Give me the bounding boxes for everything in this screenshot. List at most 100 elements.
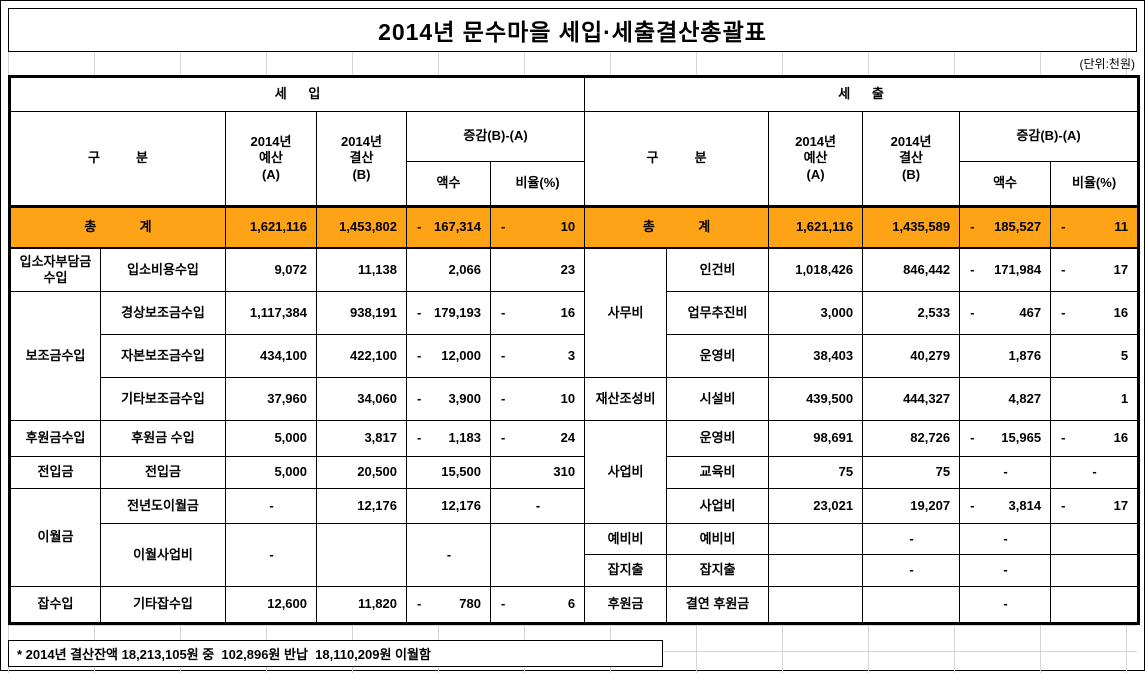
expense-item-cell: 예비비 <box>666 523 770 555</box>
ratio-cell: 5 <box>1050 334 1140 378</box>
table-row: 기타보조금수입 37,960 34,060 -3,900 -10 재산조성비 시… <box>10 377 1140 421</box>
expense-amount-header: 액수 <box>959 161 1052 207</box>
expense-group-cell: 사무비 <box>584 247 668 378</box>
settlement-cell: 938,191 <box>316 291 407 335</box>
budget-cell: 5,000 <box>225 456 317 489</box>
expense-change-header: 증감(B)-(A) <box>959 111 1140 162</box>
revenue-item-cell: 자본보조금수입 <box>100 334 226 378</box>
settlement-cell: 11,820 <box>316 586 407 624</box>
revenue-settlement-header: 2014년 결산 (B) <box>316 111 407 207</box>
revenue-group-cell: 이월금 <box>9 488 101 587</box>
table-row: 보조금수입 경상보조금수입 1,117,384 938,191 -179,193… <box>9 291 1140 421</box>
settlement-cell <box>316 523 407 587</box>
revenue-total-amount: -167,314 <box>406 205 491 249</box>
expense-item-cell: 인건비 <box>666 247 770 292</box>
ratio-cell: - <box>489 488 586 524</box>
unit-note: (단위:천원) <box>1079 57 1136 71</box>
table-row: 전입금 전입금 5,000 20,500 15,500 310 교육비 75 7… <box>9 456 1140 489</box>
section-header-row: 세 입 세 출 <box>8 76 1140 112</box>
expense-item-cell: 업무추진비 <box>666 291 770 335</box>
budget-cell <box>768 554 864 587</box>
expense-group-cell: 예비비 <box>584 523 668 555</box>
ratio-cell: -16 <box>1050 291 1140 335</box>
bottom-strip: * 2014년 결산잔액 18,213,105원 중 102,896원 반납 1… <box>8 625 1137 673</box>
expense-group-cell: 사업비 <box>584 420 668 524</box>
settlement-cell: - <box>862 554 961 587</box>
expense-budget-header: 2014년 예산 (A) <box>768 111 864 207</box>
revenue-section-header: 세 입 <box>8 76 586 112</box>
amount-cell: -467 <box>959 291 1052 335</box>
settlement-cell: 40,279 <box>862 334 961 378</box>
expense-group-cell: 잡지출 <box>584 554 668 587</box>
budget-cell: 439,500 <box>768 377 864 421</box>
settlement-cell: 444,327 <box>862 377 961 421</box>
expense-group-cell: 후원금 <box>584 586 668 624</box>
amount-cell: -12,000 <box>406 334 491 378</box>
amount-cell: - <box>959 554 1052 587</box>
expense-item-cell: 시설비 <box>666 377 770 421</box>
revenue-change-header: 증감(B)-(A) <box>405 111 586 162</box>
budget-cell <box>768 586 864 624</box>
budget-cell: 75 <box>768 456 864 489</box>
amount-cell: 12,176 <box>406 488 491 524</box>
revenue-total-settlement: 1,453,802 <box>316 205 407 249</box>
revenue-item-cell: 전입금 <box>100 456 226 489</box>
ratio-cell <box>489 523 586 587</box>
budget-cell: 98,691 <box>768 420 864 457</box>
amount-cell: -780 <box>406 586 491 624</box>
amount-cell: -15,965 <box>959 420 1052 457</box>
amount-cell: - <box>959 523 1052 555</box>
amount-cell: -171,984 <box>959 247 1052 292</box>
revenue-group-cell: 입소자부담금 수입 <box>9 247 101 292</box>
ratio-cell <box>1050 554 1140 587</box>
table-row: 이월금 전년도이월금 - 12,176 12,176 - 사업비 23,021 … <box>9 488 1140 587</box>
expense-total-settlement: 1,435,589 <box>862 205 961 249</box>
ratio-cell <box>1050 523 1140 555</box>
title-box: 2014년 문수마을 세입·세출결산총괄표 <box>8 8 1137 52</box>
revenue-item-cell: 경상보조금수입 <box>100 291 226 335</box>
amount-cell: -3,900 <box>406 377 491 421</box>
settlement-table: 세 입 세 출 구 분 2014년 예산 (A) 2014년 결산 (B) 증감… <box>8 75 1141 625</box>
revenue-item-cell: 기타보조금수입 <box>100 377 226 421</box>
expense-item-cell: 교육비 <box>666 456 770 489</box>
table-row: 잡수입 기타잡수입 12,600 11,820 -780 -6 후원금 결연 후… <box>9 586 1140 624</box>
settlement-cell: 19,207 <box>862 488 961 524</box>
revenue-ratio-header: 비율(%) <box>489 161 586 207</box>
revenue-total-label: 총 계 <box>9 205 226 249</box>
revenue-item-cell: 입소비용수입 <box>100 247 226 292</box>
amount-cell: -3,814 <box>959 488 1052 524</box>
expense-settlement-header: 2014년 결산 (B) <box>862 111 961 207</box>
expense-total-label: 총 계 <box>584 205 770 249</box>
expense-ratio-header: 비율(%) <box>1050 161 1140 207</box>
ratio-cell: -24 <box>489 420 586 457</box>
budget-cell: 3,000 <box>768 291 864 335</box>
ratio-cell <box>1050 586 1140 624</box>
footnote: * 2014년 결산잔액 18,213,105원 중 102,896원 반납 1… <box>17 647 431 662</box>
expense-group-cell: 재산조성비 <box>584 377 668 421</box>
budget-cell <box>768 523 864 555</box>
revenue-amount-header: 액수 <box>406 161 491 207</box>
ratio-cell: -16 <box>1050 420 1140 457</box>
table-row: 이월사업비 - - 예비비 예비비 - - <box>10 523 1140 587</box>
budget-cell: - <box>225 488 317 524</box>
settlement-cell: 82,726 <box>862 420 961 457</box>
expense-item-cell: 운영비 <box>666 420 770 457</box>
budget-cell: 5,000 <box>225 420 317 457</box>
expense-section-header: 세 출 <box>584 76 1140 112</box>
footnote-box: * 2014년 결산잔액 18,213,105원 중 102,896원 반납 1… <box>8 640 663 667</box>
revenue-budget-header: 2014년 예산 (A) <box>225 111 317 207</box>
expense-item-cell: 사업비 <box>666 488 770 524</box>
ratio-cell: -16 <box>489 291 586 335</box>
budget-cell: 37,960 <box>225 377 317 421</box>
ratio-cell: -6 <box>489 586 586 624</box>
amount-cell: - <box>406 523 491 587</box>
table-row: 입소자부담금 수입 입소비용수입 9,072 11,138 2,066 23 사… <box>9 247 1140 378</box>
amount-cell: 2,066 <box>406 247 491 292</box>
amount-cell: 15,500 <box>406 456 491 489</box>
budget-cell: 38,403 <box>768 334 864 378</box>
budget-cell: 23,021 <box>768 488 864 524</box>
revenue-group-cell: 잡수입 <box>9 586 101 624</box>
revenue-group-cell: 전입금 <box>9 456 101 489</box>
budget-cell: 434,100 <box>225 334 317 378</box>
